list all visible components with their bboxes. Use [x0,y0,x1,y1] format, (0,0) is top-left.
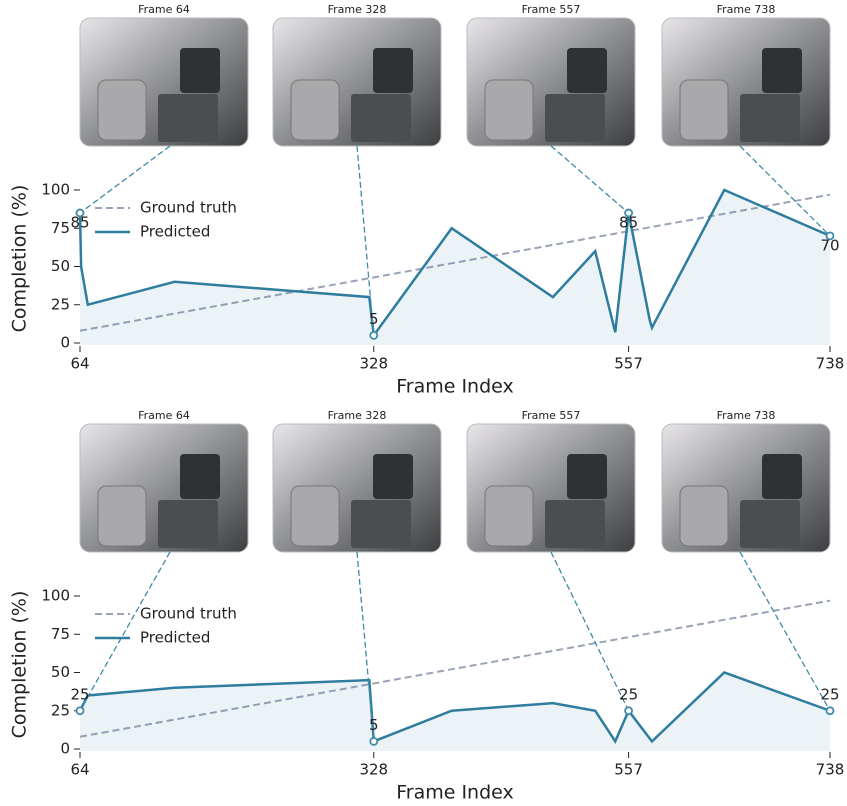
annotation-point [825,706,835,716]
x-tick-label: 328 [359,761,388,779]
x-tick-label: 738 [816,761,845,779]
y-tick-label: 0 [60,334,70,352]
annotation-label: 85 [70,213,89,231]
thumbnail-object [373,48,413,93]
thumbnail-object [740,500,800,548]
connector [739,145,831,237]
thumbnail-title: Frame 328 [328,3,387,16]
annotation-point [825,231,835,241]
connector [356,145,375,336]
thumbnail-title: Frame 738 [717,409,776,422]
annotation-point [624,706,633,716]
thumbnail [661,423,831,553]
thumbnail-object [762,48,802,93]
legend-label: Predicted [140,629,210,647]
connector [739,551,831,712]
thumbnail-title: Frame 557 [522,3,581,16]
thumbnail [466,423,636,553]
ground-truth-line [79,599,831,738]
connector [550,145,630,214]
x-tick-label: 328 [359,355,388,373]
thumbnail-object [180,48,220,93]
thumbnail-object [97,79,147,141]
thumbnail-object [158,500,218,548]
y-tick-label: 0 [60,740,70,758]
connector [550,551,630,712]
thumbnail-object [762,454,802,499]
x-tick-label: 557 [614,355,643,373]
thumbnail-object [351,94,411,142]
thumbnail-object [567,48,607,93]
x-tick-label: 557 [614,761,643,779]
thumbnail-title: Frame 64 [138,409,190,422]
thumbnail-title: Frame 738 [717,3,776,16]
y-tick-label: 50 [51,257,70,275]
y-axis-label: Completion (%) [9,591,31,739]
annotation-label: 70 [820,236,839,254]
connector [79,145,171,214]
thumbnail-object [290,79,340,141]
thumbnail [661,17,831,147]
thumbnail-object [180,454,220,499]
thumbnail-object [97,485,147,547]
y-tick-label: 75 [51,625,70,643]
y-tick-label: 100 [41,587,70,605]
annotation-label: 5 [369,716,379,734]
thumbnail-object [545,94,605,142]
thumbnail-object [484,79,534,141]
y-tick-label: 100 [41,181,70,199]
annotation-label: 25 [70,685,89,703]
x-tick-label: 738 [816,355,845,373]
y-tick-label: 75 [51,219,70,237]
thumbnail-title: Frame 557 [522,409,581,422]
thumbnail-object [679,485,729,547]
connector [356,551,375,742]
annotation-point [369,736,379,746]
y-tick-label: 25 [51,295,70,313]
legend-label: Predicted [140,223,210,241]
thumbnail-object [484,485,534,547]
x-axis-label: Frame Index [396,376,514,398]
predicted-line [78,188,831,339]
annotation-point [624,208,633,218]
thumbnail [466,17,636,147]
x-axis-label: Frame Index [396,782,514,804]
y-tick-label: 25 [51,701,70,719]
thumbnail-object [158,94,218,142]
legend-label: Ground truth [140,199,237,217]
thumbnail-title: Frame 64 [138,3,190,16]
predicted-area [80,190,830,345]
y-axis-label: Completion (%) [9,185,31,333]
annotation-point [75,208,85,218]
thumbnail [272,17,442,147]
thumbnail [79,423,249,553]
predicted-line [78,671,831,744]
ground-truth-line [79,193,831,332]
thumbnail [79,17,249,147]
annotation-label: 25 [619,685,638,703]
annotation-label: 85 [619,213,638,231]
thumbnail-object [351,500,411,548]
connector [79,551,171,712]
thumbnail-object [740,94,800,142]
x-tick-label: 64 [70,761,89,779]
thumbnail-object [290,485,340,547]
thumbnail [272,423,442,553]
thumbnail-object [545,500,605,548]
annotation-point [369,330,379,340]
annotation-label: 25 [820,685,839,703]
legend-label: Ground truth [140,605,237,623]
annotation-label: 5 [369,310,379,328]
y-tick-label: 50 [51,663,70,681]
x-tick-label: 64 [70,355,89,373]
thumbnail-object [373,454,413,499]
thumbnail-object [567,454,607,499]
thumbnail-object [679,79,729,141]
annotation-point [75,706,85,716]
thumbnail-title: Frame 328 [328,409,387,422]
